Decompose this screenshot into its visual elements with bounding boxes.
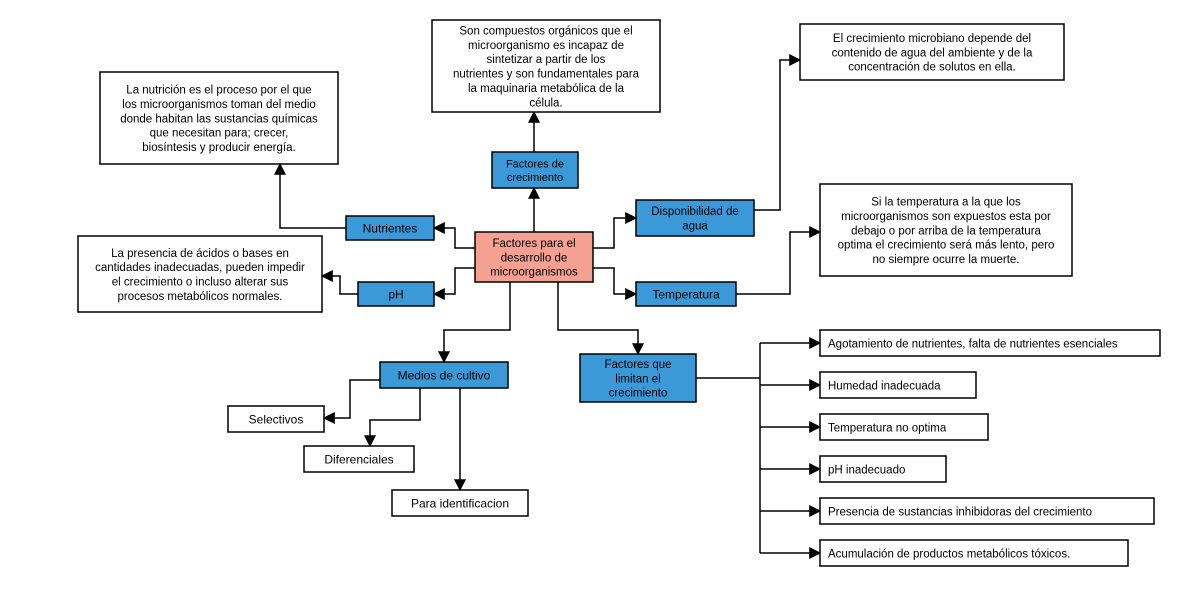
note-compuestos-text: microorganismo es incapaz de (468, 40, 624, 52)
node-limitan-text: crecimiento (609, 388, 668, 400)
node-disponibilidad-text: Disponibilidad de (651, 206, 739, 218)
node-diferenciales-text: Diferenciales (324, 453, 393, 467)
note-nutricion-text: donde habitan las sustancias químicas (120, 113, 318, 125)
node-limitan-text: Factores que (604, 359, 671, 371)
limit-2-text: Humedad inadecuada (828, 380, 941, 392)
edge (434, 228, 475, 248)
note-acidos-text: procesos metabólicos normales. (118, 291, 283, 303)
edge (280, 164, 346, 228)
note-compuestos-text: nutrientes y son fundamentales para (453, 69, 640, 81)
node-selectivos-text: Selectivos (249, 413, 304, 427)
note-acidos-text: cantidades inadecuadas, pueden impedir (95, 262, 305, 274)
edge (754, 60, 800, 210)
center-node-text: microorganismos (490, 267, 578, 279)
note-agua-text: concentración de solutos en ella. (848, 62, 1016, 74)
node-limitan-text: limitan el (615, 373, 660, 385)
edge (322, 276, 358, 294)
limit-6-text: Acumulación de productos metabólicos tóx… (828, 548, 1070, 560)
node-medios-text: Medios de cultivo (398, 369, 491, 383)
node-identificacion-text: Para identificacion (411, 497, 509, 511)
edge (736, 232, 820, 294)
node-factores-crecimiento-text: crecimiento (507, 172, 563, 184)
note-temperatura-text: Si la temperatura a la que los (871, 197, 1021, 209)
node-disponibilidad-text: agua (682, 221, 708, 233)
note-compuestos-text: sintetizar a partir de los (487, 54, 606, 66)
edge (434, 268, 475, 294)
edge (370, 388, 420, 446)
diagram-canvas: Factores para el desarrollo de microorgani… (0, 0, 1200, 603)
edge (558, 282, 638, 354)
note-compuestos-text: Son compuestos orgánicos que el (459, 25, 632, 37)
center-node-text: Factores para el (492, 238, 575, 250)
note-nutricion-text: los microorganismos toman del medio (122, 99, 316, 111)
note-nutricion-text: biosíntesis y producir energía. (142, 142, 295, 154)
note-acidos-text: La presencia de ácidos o bases en (111, 248, 289, 260)
limit-1-text: Agotamiento de nutrientes, falta de nutr… (828, 338, 1118, 350)
note-temperatura-text: optima el crecimiento será más lento, pe… (838, 240, 1055, 252)
note-agua-text: contenido de agua del ambiente y de la (832, 47, 1033, 59)
edge (593, 218, 636, 248)
note-nutricion-text: que necesitan para; crecer, (150, 128, 289, 140)
limit-4-text: pH inadecuado (828, 464, 905, 476)
note-acidos-text: el crecimiento o incluso alterar sus (112, 277, 289, 289)
note-agua-text: El crecimiento microbiano depende del (833, 33, 1031, 45)
limit-3-text: Temperatura no optima (828, 422, 947, 434)
node-factores-crecimiento-text: Factores de (506, 158, 564, 170)
note-nutricion-text: La nutrición es el proceso por el que (126, 85, 311, 97)
limit-5-text: Presencia de sustancias inhibidoras del … (828, 506, 1092, 518)
node-ph-text: pH (388, 288, 403, 302)
center-node-text: desarrollo de (501, 252, 567, 264)
edge (593, 268, 636, 294)
note-temperatura-text: microorganismos son expuestos esta por (841, 211, 1051, 223)
node-nutrientes-text: Nutrientes (363, 222, 418, 236)
note-compuestos-text: la maquinaria metabólica de la (468, 83, 625, 95)
note-temperatura-text: debajo o por arriba de la temperatura (851, 225, 1041, 237)
note-compuestos-text: célula. (529, 97, 562, 109)
note-temperatura-text: no siempre ocurre la muerte. (872, 254, 1019, 266)
node-temperatura-text: Temperatura (652, 288, 720, 302)
edge (324, 380, 380, 418)
